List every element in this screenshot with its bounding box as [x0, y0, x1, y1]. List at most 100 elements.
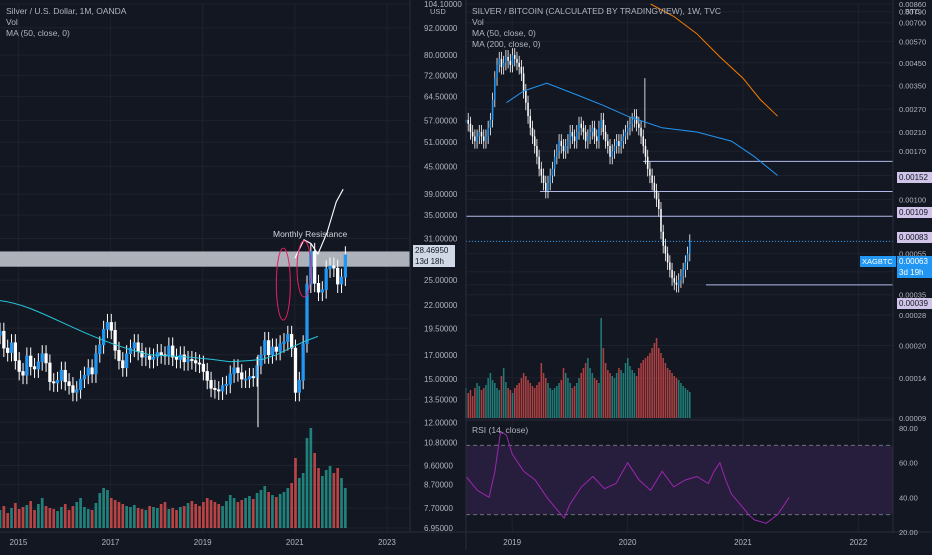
- right-volume-bar: [522, 373, 525, 418]
- left-volume-bar: [213, 502, 217, 528]
- left-x-tick: 2015: [10, 538, 28, 547]
- left-candle: [109, 322, 113, 331]
- left-candle: [167, 345, 171, 357]
- left-volume-bar: [244, 498, 247, 528]
- left-volume-bar: [317, 468, 320, 528]
- left-candle: [316, 282, 321, 293]
- left-volume-bar: [271, 495, 274, 528]
- rsi-y-tick: 20.00: [899, 528, 918, 537]
- left-legend-vol[interactable]: Vol: [6, 17, 18, 27]
- right-candle: [598, 127, 600, 142]
- right-volume-bar: [562, 368, 565, 418]
- right-chart-title[interactable]: SILVER / BITCOIN (CALCULATED BY TRADINGV…: [472, 6, 722, 16]
- right-volume-bar: [589, 368, 591, 418]
- left-volume-bar: [163, 502, 167, 528]
- right-volume-bar: [662, 358, 664, 418]
- left-candle: [48, 362, 52, 382]
- right-volume-bar: [686, 390, 689, 418]
- monthly-resistance-label[interactable]: Monthly Resistance: [273, 229, 348, 239]
- right-candle: [642, 136, 645, 147]
- right-candle: [684, 262, 687, 270]
- left-volume-bar: [255, 493, 259, 528]
- left-candle: [266, 340, 271, 356]
- right-x-tick: 2020: [619, 538, 637, 547]
- left-volume-bar: [75, 502, 79, 528]
- left-volume-bar: [324, 470, 328, 528]
- right-candle: [615, 141, 618, 147]
- left-volume-bar: [37, 504, 40, 528]
- left-chart-title[interactable]: Silver / U.S. Dollar, 1M, OANDA: [6, 6, 127, 16]
- right-volume-bar: [480, 390, 483, 418]
- left-y-tick: 25.00000: [424, 276, 458, 285]
- right-volume-bar: [633, 373, 636, 418]
- left-candle: [67, 381, 71, 386]
- left-y-tick: 6.95000: [424, 524, 453, 533]
- right-candle: [491, 99, 494, 120]
- right-candle: [593, 127, 596, 137]
- left-candle: [140, 351, 144, 358]
- right-candle: [620, 141, 622, 147]
- left-volume-bar: [336, 468, 340, 528]
- right-candle: [527, 102, 529, 117]
- right-symbol-label: XAGBTC: [860, 256, 896, 267]
- right-candle: [569, 132, 571, 142]
- right-candle: [518, 62, 520, 67]
- left-volume-bar: [186, 503, 190, 528]
- left-y-tick: 57.00000: [424, 117, 458, 126]
- right-volume-bar: [533, 388, 536, 418]
- right-candle: [626, 127, 629, 133]
- left-legend-ma50[interactable]: MA (50, close, 0): [6, 28, 70, 38]
- left-ma50-line: [0, 300, 319, 363]
- right-y-tick: 0.00014: [899, 374, 926, 383]
- rsi-legend[interactable]: RSI (14, close): [472, 425, 529, 435]
- right-volume-bar: [520, 378, 523, 418]
- right-candle: [494, 78, 496, 100]
- right-candle: [664, 245, 667, 254]
- right-y-tick: 0.00700: [899, 19, 926, 28]
- right-candle: [682, 269, 684, 276]
- left-volume-bar: [182, 506, 186, 528]
- left-volume-bar: [263, 486, 267, 528]
- left-volume-bar: [136, 508, 140, 528]
- right-legend-vol[interactable]: Vol: [472, 17, 484, 27]
- right-legend-ma50[interactable]: MA (50, close, 0): [472, 28, 536, 38]
- right-candle: [669, 262, 671, 270]
- right-candle: [618, 141, 620, 147]
- left-volume-bar: [309, 428, 313, 528]
- right-volume-bar: [556, 386, 558, 418]
- right-candle: [485, 136, 487, 142]
- left-volume-bar: [144, 510, 148, 528]
- right-volume-bar: [680, 383, 682, 418]
- left-volume-bar: [98, 493, 102, 528]
- left-y-tick: 19.50000: [424, 324, 458, 333]
- right-candle: [520, 66, 523, 74]
- left-x-tick: 2017: [102, 538, 120, 547]
- right-volume-bar: [580, 373, 582, 418]
- right-y-tick: 0.00009: [899, 414, 926, 423]
- right-volume-bar: [624, 363, 627, 418]
- left-volume-bar: [240, 500, 244, 528]
- left-volume-bar: [159, 504, 163, 528]
- right-volume-bar: [551, 390, 554, 418]
- right-y-tick: 0.00170: [899, 147, 926, 156]
- left-candle: [278, 343, 282, 352]
- right-legend-ma200[interactable]: MA (200, close, 0): [472, 39, 541, 49]
- right-volume-bar: [476, 383, 478, 418]
- right-candle: [589, 132, 591, 137]
- left-volume-bar: [56, 511, 59, 528]
- right-candle: [507, 56, 509, 61]
- right-candle: [660, 208, 662, 232]
- left-volume-bar: [328, 466, 332, 528]
- left-candle: [117, 350, 121, 361]
- left-drawn-ellipse-2: [296, 240, 312, 298]
- left-candle: [0, 330, 2, 336]
- right-volume-bar: [677, 380, 680, 418]
- left-volume-bar: [320, 476, 324, 528]
- left-candle: [71, 385, 75, 393]
- left-candle: [25, 355, 29, 376]
- left-volume-bar: [282, 492, 286, 528]
- right-candle: [587, 136, 589, 142]
- right-volume-bar: [609, 373, 611, 418]
- left-volume-bar: [132, 505, 136, 528]
